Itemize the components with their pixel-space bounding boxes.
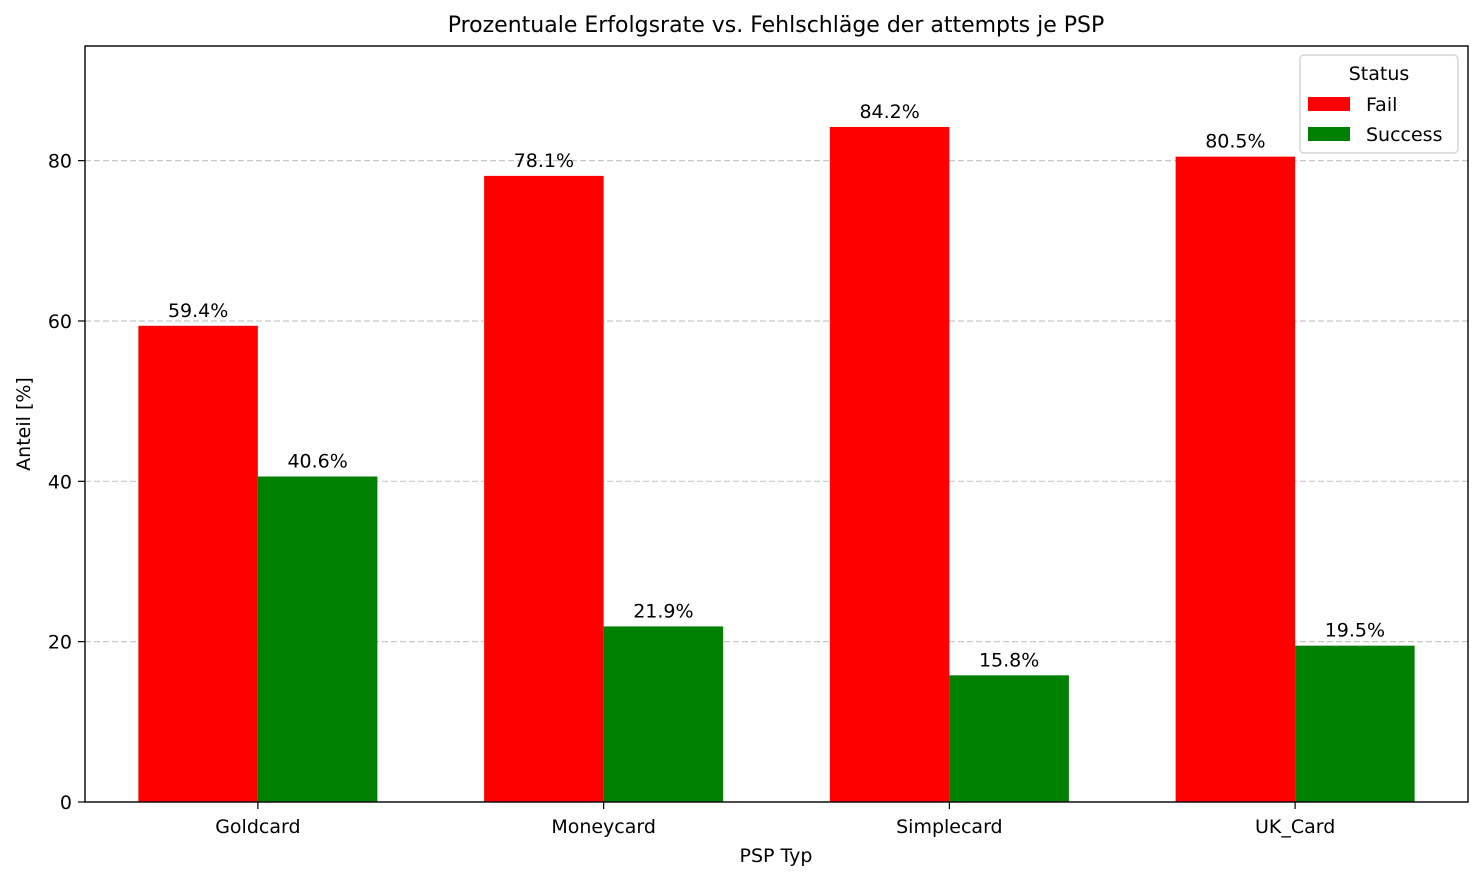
y-tick-label-60: 60 <box>48 311 72 333</box>
x-tick-label-goldcard: Goldcard <box>215 816 300 838</box>
x-tick-label-uk-card: UK_Card <box>1255 816 1335 838</box>
axes: Goldcard Moneycard Simplecard UK_Card 0 20 40 6… <box>48 45 1469 838</box>
legend: Status Fail Success <box>1299 54 1459 154</box>
y-axis-label: Anteil [%] <box>13 377 35 471</box>
bar-success-simplecard <box>949 675 1069 802</box>
x-tick-label-moneycard: Moneycard <box>551 816 656 838</box>
data-label-fail-goldcard: 59.4% <box>168 300 228 322</box>
bar-fail-moneycard <box>484 175 604 802</box>
x-tick-label-simplecard: Simplecard <box>896 816 1003 838</box>
y-tick-label-40: 40 <box>48 471 72 493</box>
chart-title: Prozentuale Erfolgsrate vs. Fehlschläge … <box>448 13 1105 38</box>
data-label-success-moneycard: 21.9% <box>633 600 693 622</box>
y-tick-label-0: 0 <box>60 792 72 814</box>
y-tick-label-80: 80 <box>48 151 72 173</box>
legend-label-fail: Fail <box>1366 94 1397 116</box>
x-axis-label: PSP Typ <box>740 845 813 867</box>
bar-success-goldcard <box>257 476 378 802</box>
bar-fail-uk-card <box>1175 156 1296 802</box>
legend-swatch-success <box>1308 127 1350 141</box>
legend-title: Status <box>1349 63 1410 85</box>
legend-swatch-fail <box>1308 97 1350 111</box>
y-tick-label-20: 20 <box>48 632 72 654</box>
data-label-fail-uk-card: 80.5% <box>1205 131 1265 153</box>
legend-label-success: Success <box>1366 124 1442 146</box>
bar-success-moneycard <box>603 626 724 802</box>
data-label-fail-simplecard: 84.2% <box>859 101 919 123</box>
data-label-success-simplecard: 15.8% <box>979 649 1039 671</box>
bar-fail-simplecard <box>829 126 950 802</box>
data-label-fail-moneycard: 78.1% <box>514 150 574 172</box>
data-labels: 59.4% 40.6% 78.1% 21.9% 84.2% 15.8% 80.5% 19.5% <box>168 101 1385 671</box>
data-label-success-uk-card: 19.5% <box>1325 620 1385 642</box>
plot-frame <box>84 45 1469 803</box>
bar-fail-goldcard <box>138 325 258 802</box>
bar-success-uk-card <box>1295 645 1415 802</box>
data-label-success-goldcard: 40.6% <box>287 451 347 473</box>
bars <box>138 126 1415 802</box>
